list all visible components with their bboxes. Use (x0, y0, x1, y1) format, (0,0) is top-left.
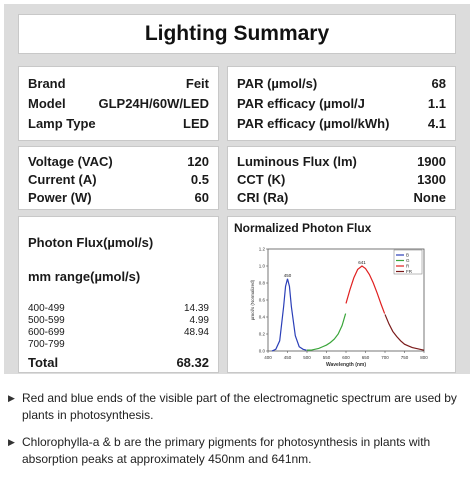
par-value: 68 (431, 76, 446, 91)
x-tick-label: 600 (342, 355, 350, 360)
par-efficacy-j-label: PAR efficacy (µmol/J (237, 96, 365, 111)
series-line-g (307, 313, 347, 351)
note-item: ▶ Red and blue ends of the visible part … (8, 390, 468, 424)
luminous-flux-row: Luminous Flux (lm) 1900 (237, 154, 446, 169)
x-tick-label: 550 (323, 355, 331, 360)
lamp-type-value: LED (183, 116, 209, 131)
spectrum-chart: 400 450 500 550 600 650 700 750 800 0.0 0.2 0.4 0.6 0… (250, 247, 428, 369)
y-tick-label: 0.6 (259, 298, 266, 303)
x-tick-label: 750 (401, 355, 409, 360)
peak-label: 450 (284, 273, 292, 278)
lamp-type-row: Lamp Type LED (28, 116, 209, 131)
range-row: 700-799 (28, 339, 209, 350)
brand-label: Brand (28, 76, 66, 91)
total-row: Total 68.32 (28, 355, 209, 370)
luminous-panel: Luminous Flux (lm) 1900 CCT (K) 1300 CRI… (227, 146, 456, 210)
legend-label: G (406, 258, 410, 263)
chart-title: Normalized Photon Flux (234, 221, 372, 235)
brand-row: Brand Feit (28, 76, 209, 91)
triangle-right-icon: ▶ (8, 393, 15, 403)
y-axis-label: µmol/s (Normalized) (250, 279, 255, 320)
legend-box (393, 249, 423, 275)
range-value: 48.94 (183, 327, 209, 338)
x-tick-label: 700 (381, 355, 389, 360)
par-efficacy-kwh-row: PAR efficacy (µmol/kWh) 4.1 (237, 116, 446, 131)
y-tick-label: 0.0 (259, 349, 266, 354)
x-tick-label: 500 (303, 355, 311, 360)
y-tick-label: 1.2 (259, 247, 266, 252)
legend-label: FR (406, 269, 413, 274)
total-value: 68.32 (176, 355, 209, 370)
legend-label: B (406, 253, 409, 258)
cri-label: CRI (Ra) (237, 190, 289, 205)
notes-list: ▶ Red and blue ends of the visible part … (8, 390, 468, 478)
title-box: Lighting Summary (18, 14, 456, 54)
voltage-value: 120 (187, 154, 209, 169)
luminous-flux-label: Luminous Flux (lm) (237, 154, 357, 169)
range-row: 400-499 14.39 (28, 303, 209, 314)
range-label: 400-499 (28, 303, 65, 314)
range-label: 700-799 (28, 339, 65, 350)
y-tick-label: 0.2 (259, 332, 266, 337)
photon-flux-panel: Photon Flux(µmol/s) mm range(µmol/s) 400… (18, 216, 219, 373)
y-tick-label: 0.4 (259, 315, 266, 320)
power-value: 60 (194, 190, 209, 205)
x-axis-label: Wavelength (nm) (326, 362, 366, 368)
luminous-flux-value: 1900 (417, 154, 446, 169)
range-row: 600-699 48.94 (28, 327, 209, 338)
cct-row: CCT (K) 1300 (237, 172, 446, 187)
series-line-fr (384, 314, 425, 351)
total-label: Total (28, 355, 59, 370)
cri-value: None (413, 190, 447, 205)
peak-label: 641 (358, 260, 366, 265)
par-panel: PAR (µmol/s) 68 PAR efficacy (µmol/J 1.1… (227, 66, 456, 141)
x-tick-label: 650 (362, 355, 370, 360)
voltage-row: Voltage (VAC) 120 (28, 154, 209, 169)
legend-label: R (406, 264, 410, 269)
range-label: 500-599 (28, 315, 65, 326)
x-tick-label: 800 (420, 355, 428, 360)
range-row: 500-599 4.99 (28, 315, 209, 326)
lighting-summary-sheet: Lighting Summary Brand Feit Model GLP24H… (4, 4, 470, 374)
y-tick-label: 0.8 (259, 281, 266, 286)
par-efficacy-kwh-value: 4.1 (427, 116, 446, 131)
current-value: 0.5 (190, 172, 209, 187)
current-label: Current (A) (28, 172, 97, 187)
par-efficacy-kwh-label: PAR efficacy (µmol/kWh) (237, 116, 390, 131)
chart-panel: Normalized Photon Flux 400 450 500 550 600 65… (227, 216, 456, 373)
voltage-label: Voltage (VAC) (28, 154, 113, 169)
x-tick-label: 400 (264, 355, 272, 360)
x-tick-label: 450 (284, 355, 292, 360)
power-row: Power (W) 60 (28, 190, 209, 205)
par-efficacy-j-row: PAR efficacy (µmol/J 1.1 (237, 96, 446, 111)
electrical-panel: Voltage (VAC) 120 Current (A) 0.5 Power … (18, 146, 219, 210)
lamp-info-panel: Brand Feit Model GLP24H/60W/LED Lamp Typ… (18, 66, 219, 141)
photon-flux-heading: Photon Flux(µmol/s) (28, 235, 154, 250)
triangle-right-icon: ▶ (8, 437, 15, 447)
par-label: PAR (µmol/s) (237, 76, 318, 91)
mm-range-heading: mm range(µmol/s) (28, 269, 141, 284)
range-value: 4.99 (189, 315, 209, 326)
page-title: Lighting Summary (144, 22, 330, 45)
model-row: Model GLP24H/60W/LED (28, 96, 209, 111)
cri-row: CRI (Ra) None (237, 190, 446, 205)
series-line-b (271, 278, 307, 352)
y-tick-label: 1.0 (259, 264, 266, 269)
note-text: Chlorophylla-a & b are the primary pigme… (22, 435, 431, 466)
range-label: 600-699 (28, 327, 65, 338)
series-line-r (345, 265, 386, 314)
model-label: Model (28, 96, 66, 111)
range-value: 14.39 (183, 303, 209, 314)
par-efficacy-j-value: 1.1 (427, 96, 446, 111)
cct-value: 1300 (417, 172, 446, 187)
par-row: PAR (µmol/s) 68 (237, 76, 446, 91)
note-text: Red and blue ends of the visible part of… (22, 391, 457, 422)
brand-value: Feit (185, 76, 209, 91)
lamp-type-label: Lamp Type (28, 116, 96, 131)
power-label: Power (W) (28, 190, 92, 205)
note-item: ▶ Chlorophylla-a & b are the primary pig… (8, 434, 468, 468)
current-row: Current (A) 0.5 (28, 172, 209, 187)
model-value: GLP24H/60W/LED (98, 96, 209, 111)
cct-label: CCT (K) (237, 172, 286, 187)
